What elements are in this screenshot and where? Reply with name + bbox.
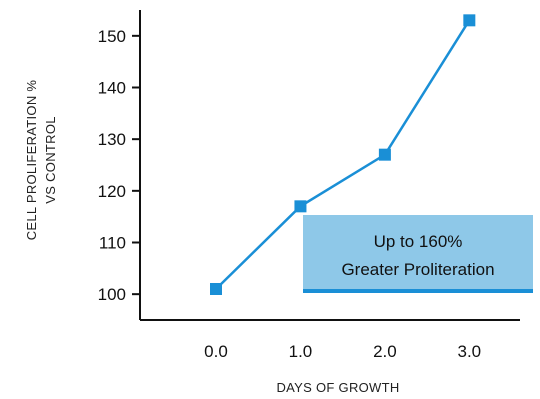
- callout-background: [303, 215, 533, 291]
- callout-line-2: Greater Proliteration: [341, 260, 494, 279]
- y-tick-label: 120: [98, 182, 126, 201]
- y-tick-label: 130: [98, 130, 126, 149]
- y-tick-label: 140: [98, 79, 126, 98]
- x-tick-label: 2.0: [373, 342, 397, 361]
- series-layer: [210, 14, 476, 295]
- y-ticks: 100 110 120 130 140 150: [98, 27, 140, 304]
- x-tick-label: 3.0: [458, 342, 482, 361]
- callout-underline: [303, 289, 533, 293]
- data-point-marker: [463, 14, 476, 27]
- callout-line-1: Up to 160%: [374, 232, 463, 251]
- series-line: [215, 19, 471, 290]
- callout-annotation: Up to 160% Greater Proliteration: [303, 215, 533, 293]
- x-tick-label: 0.0: [204, 342, 228, 361]
- y-tick-label: 110: [99, 234, 126, 253]
- x-tick-label: 1.0: [289, 342, 313, 361]
- data-point-marker: [378, 148, 391, 161]
- y-axis-title: CELL PROLIFERATION % VS CONTROL: [24, 80, 58, 241]
- data-point-marker: [210, 283, 222, 295]
- y-axis-title-line-1: CELL PROLIFERATION %: [24, 80, 39, 241]
- x-ticks: 0.0 1.0 2.0 3.0: [204, 342, 481, 361]
- y-axis-title-line-2: VS CONTROL: [43, 116, 58, 204]
- x-axis-title: DAYS OF GROWTH: [276, 380, 399, 395]
- data-point-marker: [294, 200, 307, 213]
- y-tick-label: 150: [98, 27, 126, 46]
- y-tick-label: 100: [98, 285, 126, 304]
